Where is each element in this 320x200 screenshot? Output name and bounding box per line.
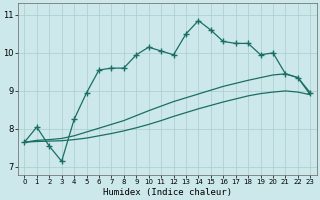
X-axis label: Humidex (Indice chaleur): Humidex (Indice chaleur) [103,188,232,197]
